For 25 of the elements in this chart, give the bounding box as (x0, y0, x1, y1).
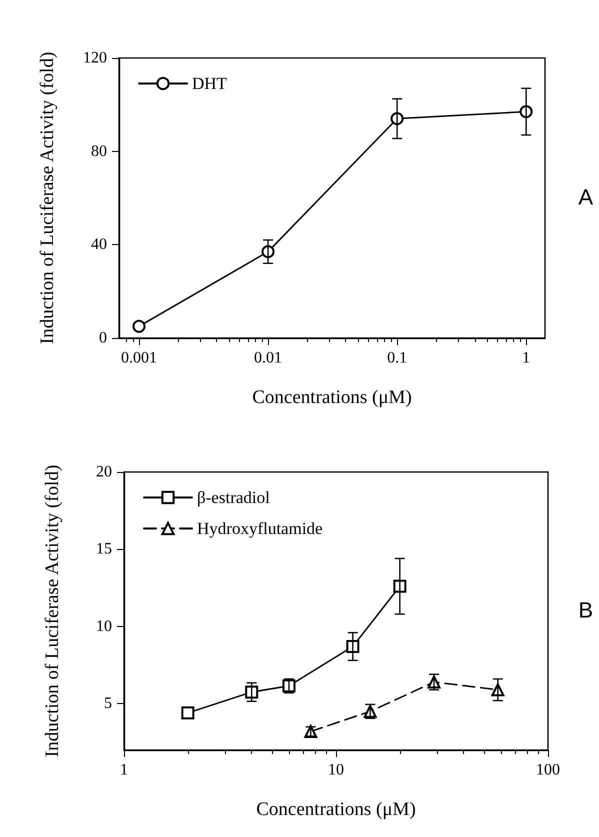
x-tick-label: 1 (120, 762, 128, 778)
y-axis-title: Induction of Luciferase Activity (fold) (37, 52, 58, 344)
y-tick-label: 40 (91, 236, 107, 254)
x-tick-label: 10 (328, 762, 344, 778)
point (132, 320, 146, 333)
x-tick-label: 1 (522, 350, 530, 366)
y-tick-label: 120 (83, 50, 107, 66)
x-axis-title: Concentrations (μM) (252, 387, 412, 408)
x-tick-label: 0.001 (120, 350, 157, 366)
y-tick-label: 10 (96, 618, 112, 635)
x-tick-label: 0.01 (254, 350, 282, 366)
y-tick-label: 20 (96, 464, 112, 480)
legend-label: DHT (192, 74, 228, 93)
text: A (578, 184, 594, 210)
y-axis-title: Induction of Luciferase Activity (fold) (42, 464, 63, 758)
y-tick-label: 15 (96, 540, 112, 558)
legend-label: Hydroxyflutamide (197, 519, 323, 538)
x-axis-title: Concentrations (μM) (256, 799, 416, 820)
y-tick-label: 80 (91, 142, 107, 160)
text: B (578, 598, 594, 622)
legend-label: β-estradiol (197, 488, 270, 507)
x-tick-label: 0.1 (387, 350, 408, 366)
y-tick-label: 5 (104, 695, 112, 712)
y-tick-label: 0 (99, 330, 107, 346)
x-tick-label: 100 (536, 762, 560, 778)
